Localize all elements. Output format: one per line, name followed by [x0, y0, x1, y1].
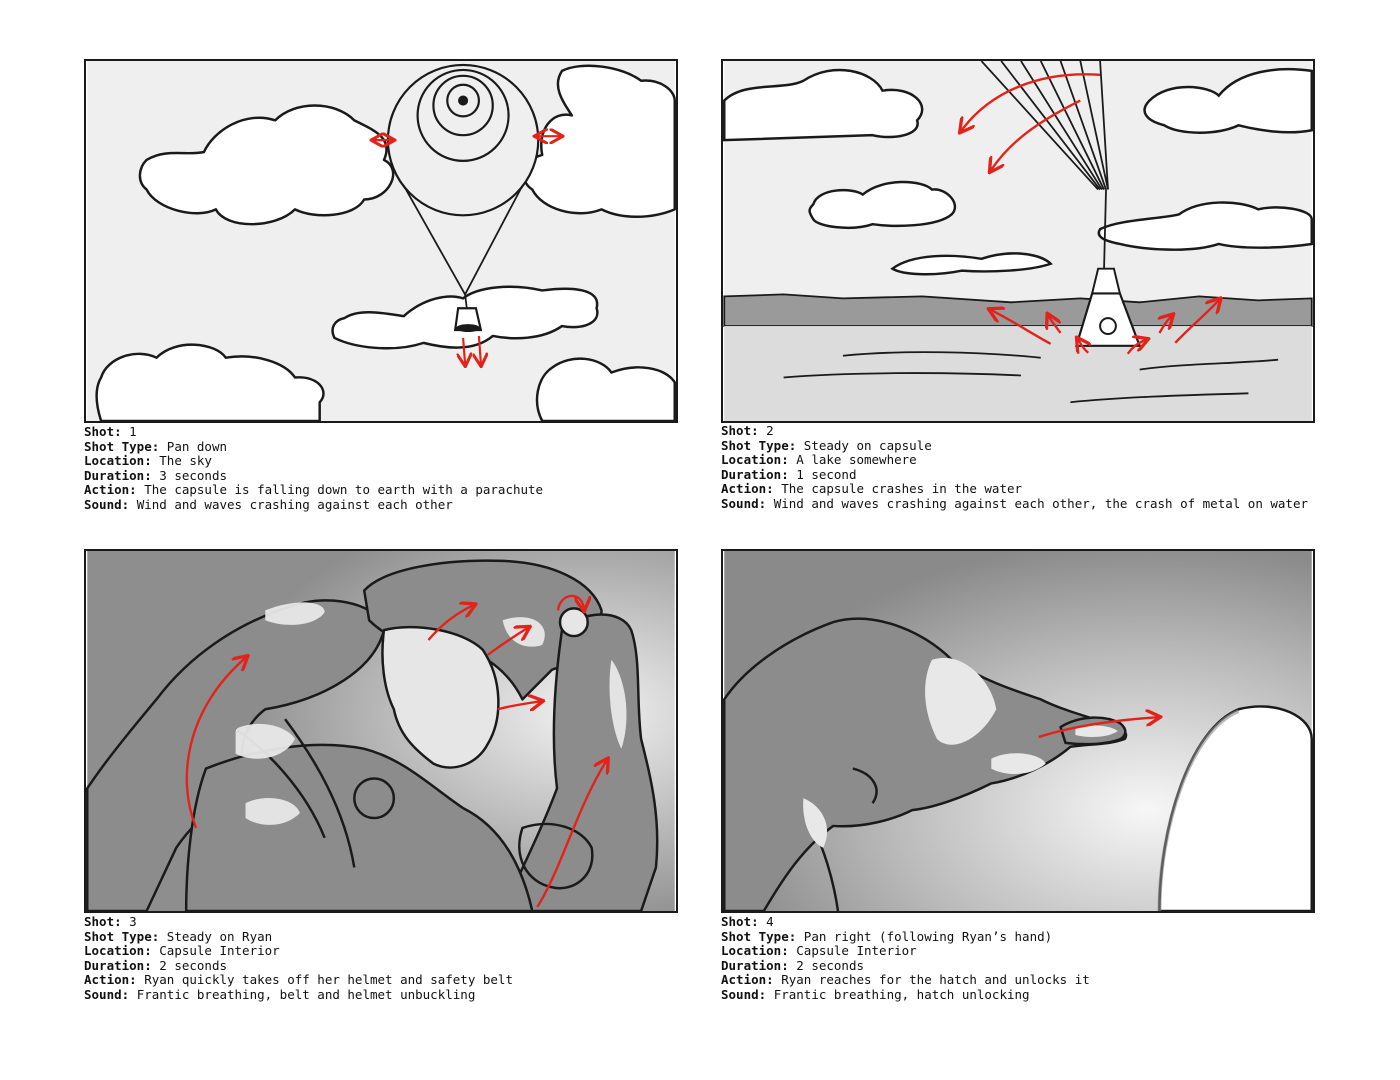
action-line: Action: The capsule crashes in the water [721, 481, 1023, 497]
duration-line: Duration: 3 seconds [84, 467, 227, 483]
shot-number-line: Shot: 1 [84, 424, 137, 439]
action-line: Action: Ryan quickly takes off her helme… [84, 972, 513, 988]
ryan-helmet-drawing [86, 551, 675, 911]
cloud-bottom-right [535, 357, 676, 421]
duration-line: Duration: 1 second [721, 466, 857, 482]
shot-type-line: Shot Type: Steady on capsule [721, 437, 932, 453]
shot-type-line: Shot Type: Pan down [84, 438, 228, 454]
action-line: Action: Ryan reaches for the hatch and u… [721, 972, 1090, 988]
sound-line: Sound: Wind and waves crashing against e… [84, 496, 453, 512]
ryan-arm [723, 617, 1128, 911]
location-line: Location: A lake somewhere [721, 452, 917, 468]
shot-number-line: Shot: 2 [721, 423, 774, 438]
storyboard-frame-2 [721, 59, 1315, 423]
shot-number-line: Shot: 3 [84, 914, 137, 929]
cloud-right [522, 64, 676, 218]
cloud-mid-right [1097, 201, 1313, 251]
duration-line: Duration: 2 seconds [84, 957, 227, 973]
capsule [453, 307, 483, 332]
shot-details-4: Shot: 4 Shot Type: Pan right (following … [721, 914, 1341, 1003]
storyboard-frame-1 [84, 59, 678, 423]
ryan-body [184, 743, 534, 911]
location-line: Location: Capsule Interior [84, 943, 280, 959]
shot-type-line: Shot Type: Steady on Ryan [84, 928, 273, 944]
cloud-left [138, 104, 395, 226]
cloud-upper-right [1143, 67, 1313, 134]
shot-type-line: Shot Type: Pan right (following Ryan’s h… [721, 928, 1053, 944]
shot-number-line: Shot: 4 [721, 914, 774, 929]
shot-details-3: Shot: 3 Shot Type: Steady on Ryan Locati… [84, 914, 704, 1003]
shot-details-2: Shot: 2 Shot Type: Steady on capsule Loc… [721, 423, 1341, 512]
cloud-bottom-left [95, 343, 325, 421]
sound-line: Sound: Wind and waves crashing against e… [721, 495, 1309, 511]
sound-line: Sound: Frantic breathing, belt and helme… [84, 986, 476, 1002]
cloud-mid-left [808, 180, 957, 229]
cloud-upper-left [723, 68, 924, 142]
lake-crash-drawing [723, 61, 1313, 421]
ryan-reaching-hatch-drawing [723, 551, 1313, 911]
storyboard-frame-4 [721, 549, 1315, 913]
duration-line: Duration: 2 seconds [721, 957, 864, 973]
location-line: Location: Capsule Interior [721, 943, 917, 959]
storyboard-frame-3 [84, 549, 678, 913]
location-line: Location: The sky [84, 453, 212, 469]
sound-line: Sound: Frantic breathing, hatch unlockin… [721, 986, 1030, 1002]
ryan-face [381, 625, 500, 769]
shot-details-1: Shot: 1 Shot Type: Pan down Location: Th… [84, 424, 704, 513]
parachute-canopy [386, 63, 540, 217]
action-line: Action: The capsule is falling down to e… [84, 482, 544, 498]
sky-parachute-drawing [87, 61, 676, 421]
